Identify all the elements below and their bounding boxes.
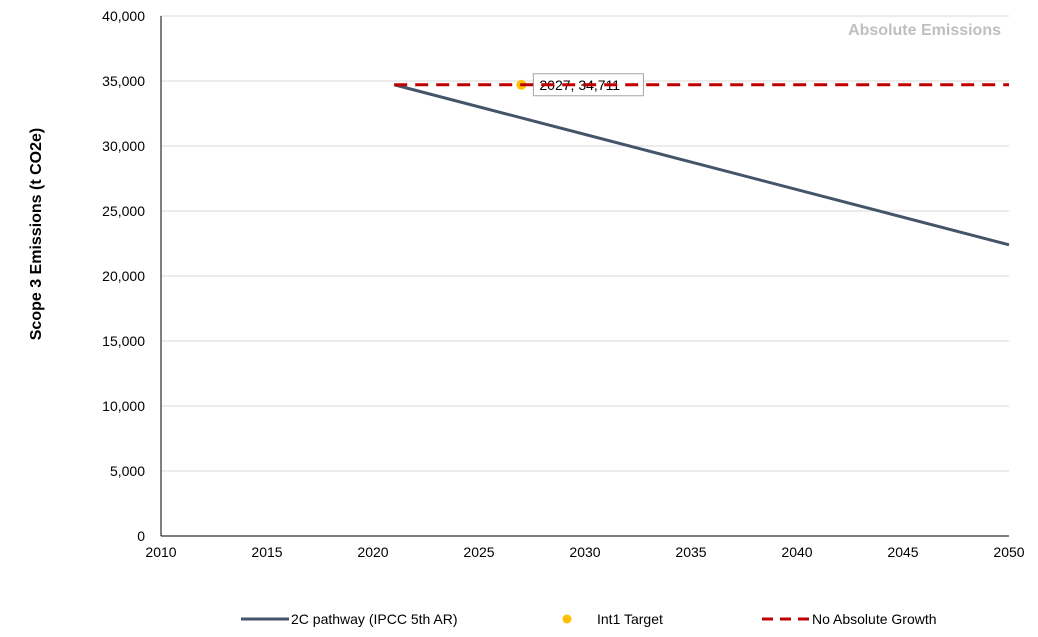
data-label: 2027, 34,711 (539, 77, 620, 93)
x-tick-labels: 2010 2015 2020 2025 2030 2035 2040 2045 2050 (145, 544, 1024, 560)
y-tick-label: 0 (137, 528, 145, 544)
y-tick-label: 15,000 (102, 333, 145, 349)
y-tick-label: 35,000 (102, 73, 145, 89)
series (393, 79, 1010, 247)
x-tick-label: 2015 (251, 544, 282, 560)
legend-swatch (562, 614, 572, 624)
x-tick-label: 2020 (357, 544, 388, 560)
y-tick-label: 25,000 (102, 203, 145, 219)
grid-lines (161, 15, 1009, 472)
y-tick-label: 40,000 (102, 8, 145, 24)
y-tick-label: 5,000 (110, 463, 145, 479)
x-tick-label: 2045 (887, 544, 918, 560)
y-tick-label: 30,000 (102, 138, 145, 154)
y-tick-label: 10,000 (102, 398, 145, 414)
legend-label: Int1 Target (597, 611, 663, 627)
x-tick-label: 2035 (675, 544, 706, 560)
x-tick-label: 2010 (145, 544, 176, 560)
y-axis-title: Scope 3 Emissions (t CO2e) (28, 128, 45, 341)
x-tick-label: 2030 (569, 544, 600, 560)
x-tick-label: 2040 (781, 544, 812, 560)
legend-label: No Absolute Growth (812, 611, 937, 627)
y-tick-label: 20,000 (102, 268, 145, 284)
axes (160, 16, 1009, 537)
legend: 2C pathway (IPCC 5th AR) Int1 Target No Ab… (241, 611, 937, 627)
y-tick-labels: 0 5,000 10,000 15,000 20,000 25,000 30,000 35,0… (102, 8, 145, 544)
legend-label: 2C pathway (IPCC 5th AR) (291, 611, 458, 627)
series-line-2c-pathway (393, 83, 1010, 247)
x-tick-label: 2050 (993, 544, 1024, 560)
x-tick-label: 2025 (463, 544, 494, 560)
chart-title: Absolute Emissions (848, 22, 1001, 39)
